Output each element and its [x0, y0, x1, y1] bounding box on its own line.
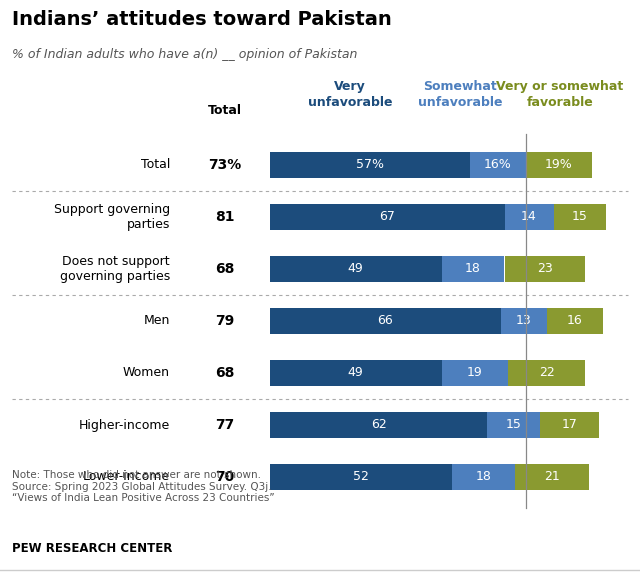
- Text: 68: 68: [215, 366, 235, 380]
- Text: Lower-income: Lower-income: [83, 470, 170, 484]
- Text: 57%: 57%: [356, 158, 384, 172]
- Text: Somewhat
unfavorable: Somewhat unfavorable: [418, 80, 502, 109]
- Text: 13: 13: [516, 314, 532, 328]
- Text: 18: 18: [465, 262, 481, 275]
- Text: 15: 15: [506, 418, 521, 431]
- Text: 21: 21: [544, 470, 559, 484]
- Text: Does not support
governing parties: Does not support governing parties: [60, 255, 170, 283]
- Text: 23: 23: [537, 262, 552, 275]
- Text: 81: 81: [215, 210, 235, 224]
- Text: Note: Those who did not answer are not shown.
Source: Spring 2023 Global Attitud: Note: Those who did not answer are not s…: [12, 470, 275, 503]
- Text: 62: 62: [371, 418, 387, 431]
- Text: 79: 79: [216, 314, 235, 328]
- Text: 22: 22: [539, 367, 554, 379]
- Text: 73%: 73%: [209, 158, 242, 172]
- Text: 70: 70: [216, 470, 235, 484]
- Text: Higher-income: Higher-income: [79, 418, 170, 431]
- Text: Men: Men: [143, 314, 170, 328]
- Text: 49: 49: [348, 367, 364, 379]
- Text: 67: 67: [380, 211, 395, 223]
- Text: Indians’ attitudes toward Pakistan: Indians’ attitudes toward Pakistan: [12, 10, 392, 29]
- Text: 68: 68: [215, 262, 235, 276]
- Text: % of Indian adults who have a(n) __ opinion of Pakistan: % of Indian adults who have a(n) __ opin…: [12, 48, 357, 61]
- Text: Very or somewhat
favorable: Very or somewhat favorable: [497, 80, 623, 109]
- Text: Women: Women: [123, 367, 170, 379]
- Text: 49: 49: [348, 262, 364, 275]
- Text: Very
unfavorable: Very unfavorable: [308, 80, 392, 109]
- Text: 19: 19: [467, 367, 483, 379]
- Text: Support governing
parties: Support governing parties: [54, 203, 170, 231]
- Text: 17: 17: [561, 418, 577, 431]
- Text: 77: 77: [216, 418, 235, 432]
- Text: 18: 18: [476, 470, 492, 484]
- Text: 15: 15: [572, 211, 588, 223]
- Text: 52: 52: [353, 470, 369, 484]
- Text: Total: Total: [208, 104, 242, 116]
- Text: Total: Total: [141, 158, 170, 172]
- Text: 16%: 16%: [484, 158, 511, 172]
- Text: PEW RESEARCH CENTER: PEW RESEARCH CENTER: [12, 542, 172, 555]
- Text: 66: 66: [378, 314, 394, 328]
- Text: 19%: 19%: [545, 158, 573, 172]
- Text: 16: 16: [566, 314, 582, 328]
- Text: 14: 14: [521, 211, 537, 223]
